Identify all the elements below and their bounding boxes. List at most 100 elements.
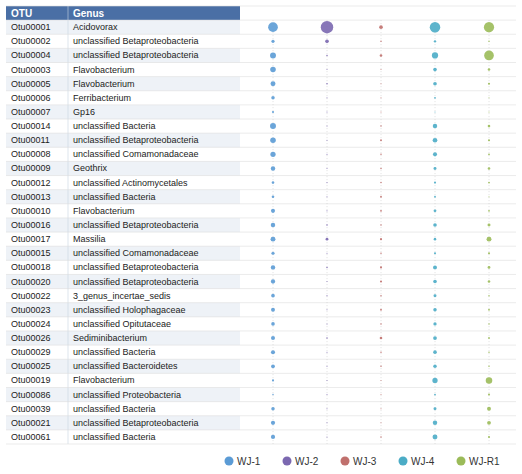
bubble	[271, 364, 275, 368]
genus-label: Flavobacterium	[73, 206, 135, 216]
bubble	[380, 323, 381, 324]
bubble	[380, 351, 381, 352]
bubble	[380, 238, 382, 240]
legend-swatch	[225, 457, 234, 466]
row-grid-line	[6, 288, 516, 289]
bubble	[271, 308, 275, 312]
bubble	[380, 83, 381, 84]
table-row-band	[6, 190, 240, 204]
row-grid-line	[6, 387, 516, 388]
otu-label: Otu00019	[11, 375, 51, 385]
bubble	[326, 309, 327, 310]
bubble	[433, 152, 437, 156]
row-grid-line	[6, 302, 516, 303]
bubble	[271, 435, 275, 439]
legend-label: WJ-4	[411, 456, 435, 467]
bubble	[488, 323, 489, 324]
otu-label: Otu00010	[11, 206, 51, 216]
bubble	[488, 393, 490, 395]
table-row-band	[6, 387, 240, 401]
otu-label: Otu00023	[11, 305, 51, 315]
bubble	[380, 366, 381, 367]
bubble	[271, 40, 274, 43]
legend-swatch	[283, 457, 292, 466]
bubble	[433, 124, 437, 128]
bubble	[380, 125, 381, 126]
otu-label: Otu00005	[11, 79, 51, 89]
genus-label: Ferribacterium	[73, 93, 131, 103]
row-grid-line	[6, 133, 516, 134]
row-grid-line	[6, 189, 516, 190]
bubble	[271, 209, 275, 213]
bubble	[326, 422, 327, 423]
table: OTUGenusOtu00001AcidovoraxOtu00002unclas…	[6, 6, 240, 444]
genus-label: unclassified Actinomycetales	[73, 178, 188, 188]
otu-label: Otu00086	[11, 390, 51, 400]
row-grid-line	[6, 444, 516, 445]
bubble	[380, 168, 381, 169]
bubble	[488, 83, 490, 85]
bubble	[488, 351, 489, 352]
bubble	[380, 295, 381, 296]
row-grid-line	[6, 415, 516, 416]
otu-label: Otu00002	[11, 36, 51, 46]
bubble	[272, 181, 275, 184]
row-grid-line	[6, 429, 516, 430]
otu-label: Otu00007	[11, 107, 51, 117]
bubble	[434, 196, 436, 198]
row-grid-line	[6, 34, 516, 35]
bubble	[326, 83, 327, 84]
genus-label: unclassified Betaproteobacteria	[73, 36, 199, 46]
otu-label: Otu00006	[11, 93, 51, 103]
bubble	[380, 196, 382, 198]
row-grid-line	[6, 217, 516, 218]
bubble	[434, 40, 436, 42]
otu-label: Otu00017	[11, 234, 51, 244]
otu-label: Otu00018	[11, 262, 51, 272]
row-grid-line	[6, 232, 516, 233]
chart: OTUGenusOtu00001AcidovoraxOtu00002unclas…	[0, 0, 522, 474]
bubble	[326, 154, 327, 155]
bubble	[432, 378, 437, 383]
otu-label: Otu00039	[11, 404, 51, 414]
bubble	[433, 138, 438, 143]
row-grid-line	[6, 401, 516, 402]
genus-label: Sediminibacterium	[73, 333, 147, 343]
genus-label: Massilia	[73, 234, 106, 244]
row-grid-line	[6, 76, 516, 77]
bubble	[326, 69, 327, 70]
genus-label: unclassified Bacteria	[73, 192, 156, 202]
bubble	[326, 408, 327, 409]
legend: WJ-1WJ-2WJ-3WJ-4WJ-R1	[225, 456, 500, 467]
genus-label: Flavobacterium	[73, 65, 135, 75]
legend-label: WJ-2	[295, 456, 319, 467]
bubble	[326, 168, 327, 169]
bubble	[380, 41, 381, 42]
bubble	[380, 436, 381, 437]
bubble	[380, 54, 383, 57]
bubble	[271, 81, 276, 86]
genus-label: Acidovorax	[73, 22, 118, 32]
bubble	[488, 41, 489, 42]
genus-label: unclassified Betaproteobacteria	[73, 277, 199, 287]
bubble	[433, 223, 437, 227]
row-grid-line	[6, 6, 516, 7]
genus-label: unclassified Comamonadaceae	[73, 149, 199, 159]
bubble	[484, 22, 494, 32]
bubble	[434, 238, 437, 241]
bubble	[430, 22, 441, 33]
legend-swatch	[341, 457, 350, 466]
bubble	[433, 421, 437, 425]
row-grid-line	[6, 90, 516, 91]
row-grid-line	[6, 161, 516, 162]
legend-swatch	[399, 457, 408, 466]
bubble	[380, 253, 381, 254]
bubble	[380, 408, 381, 409]
table-row-band	[6, 416, 240, 430]
bubble	[271, 252, 274, 255]
bubble	[380, 210, 382, 212]
genus-label: unclassified Opitutaceae	[73, 319, 171, 329]
bubble	[326, 394, 327, 395]
bubble	[488, 252, 490, 254]
bubble	[488, 366, 489, 367]
